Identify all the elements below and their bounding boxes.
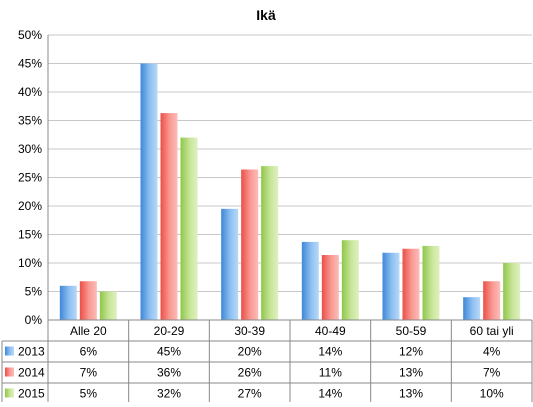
data-label: 27% bbox=[238, 387, 262, 401]
bar-2015-60 tai yli bbox=[503, 263, 521, 320]
bar-2015-30-39 bbox=[261, 166, 279, 320]
x-tick-label: 30-39 bbox=[234, 324, 265, 338]
bar-2014-Alle 20 bbox=[79, 281, 97, 320]
data-label: 7% bbox=[80, 366, 98, 380]
bar-2014-50-59 bbox=[402, 248, 420, 320]
data-label: 14% bbox=[318, 387, 342, 401]
bar-2015-20-29 bbox=[180, 137, 198, 320]
bar-2014-20-29 bbox=[160, 113, 178, 320]
y-tick-label: 35% bbox=[18, 114, 42, 128]
x-tick-label: 20-29 bbox=[154, 324, 185, 338]
x-tick-label: 50-59 bbox=[396, 324, 427, 338]
y-tick-label: 50% bbox=[18, 28, 42, 42]
bar-2015-Alle 20 bbox=[99, 291, 117, 320]
y-tick-label: 40% bbox=[18, 85, 42, 99]
data-label: 13% bbox=[399, 366, 423, 380]
data-label: 26% bbox=[238, 366, 262, 380]
y-tick-label: 20% bbox=[18, 199, 42, 213]
data-label: 20% bbox=[238, 345, 262, 359]
data-label: 12% bbox=[399, 345, 423, 359]
bar-2015-40-49 bbox=[341, 240, 359, 320]
y-tick-label: 15% bbox=[18, 228, 42, 242]
bar-2013-Alle 20 bbox=[59, 285, 77, 320]
legend-swatch-2013 bbox=[5, 346, 14, 356]
y-tick-label: 45% bbox=[18, 57, 42, 71]
legend-swatch-2014 bbox=[5, 367, 14, 377]
bar-2013-30-39 bbox=[221, 208, 239, 320]
y-tick-label: 25% bbox=[18, 171, 42, 185]
y-tick-label: 5% bbox=[25, 285, 43, 299]
bar-2013-20-29 bbox=[140, 63, 158, 320]
bar-2013-40-49 bbox=[301, 241, 319, 320]
x-tick-label: Alle 20 bbox=[70, 324, 107, 338]
bar-2014-40-49 bbox=[321, 255, 339, 320]
x-tick-label: 40-49 bbox=[315, 324, 346, 338]
data-label: 7% bbox=[483, 366, 501, 380]
data-label: 13% bbox=[399, 387, 423, 401]
data-label: 36% bbox=[157, 366, 181, 380]
y-tick-label: 10% bbox=[18, 256, 42, 270]
bar-2014-30-39 bbox=[241, 169, 259, 320]
data-label: 5% bbox=[80, 387, 98, 401]
bar-2013-50-59 bbox=[382, 252, 400, 320]
bar-2014-60 tai yli bbox=[483, 281, 501, 320]
legend-label-2014: 2014 bbox=[18, 366, 45, 380]
y-tick-label: 0% bbox=[25, 313, 43, 327]
legend-label-2015: 2015 bbox=[18, 387, 45, 401]
data-label: 32% bbox=[157, 387, 181, 401]
data-label: 6% bbox=[80, 345, 98, 359]
data-label: 45% bbox=[157, 345, 181, 359]
y-tick-label: 30% bbox=[18, 142, 42, 156]
legend-swatch-2015 bbox=[5, 388, 14, 398]
data-label: 11% bbox=[319, 366, 342, 380]
data-label: 10% bbox=[480, 387, 504, 401]
data-label: 14% bbox=[318, 345, 342, 359]
x-tick-label: 60 tai yli bbox=[470, 324, 514, 338]
legend-label-2013: 2013 bbox=[18, 345, 45, 359]
bar-2013-60 tai yli bbox=[463, 297, 481, 320]
bar-2015-50-59 bbox=[422, 245, 440, 320]
data-label: 4% bbox=[483, 345, 501, 359]
chart-title: Ikä bbox=[256, 7, 276, 23]
